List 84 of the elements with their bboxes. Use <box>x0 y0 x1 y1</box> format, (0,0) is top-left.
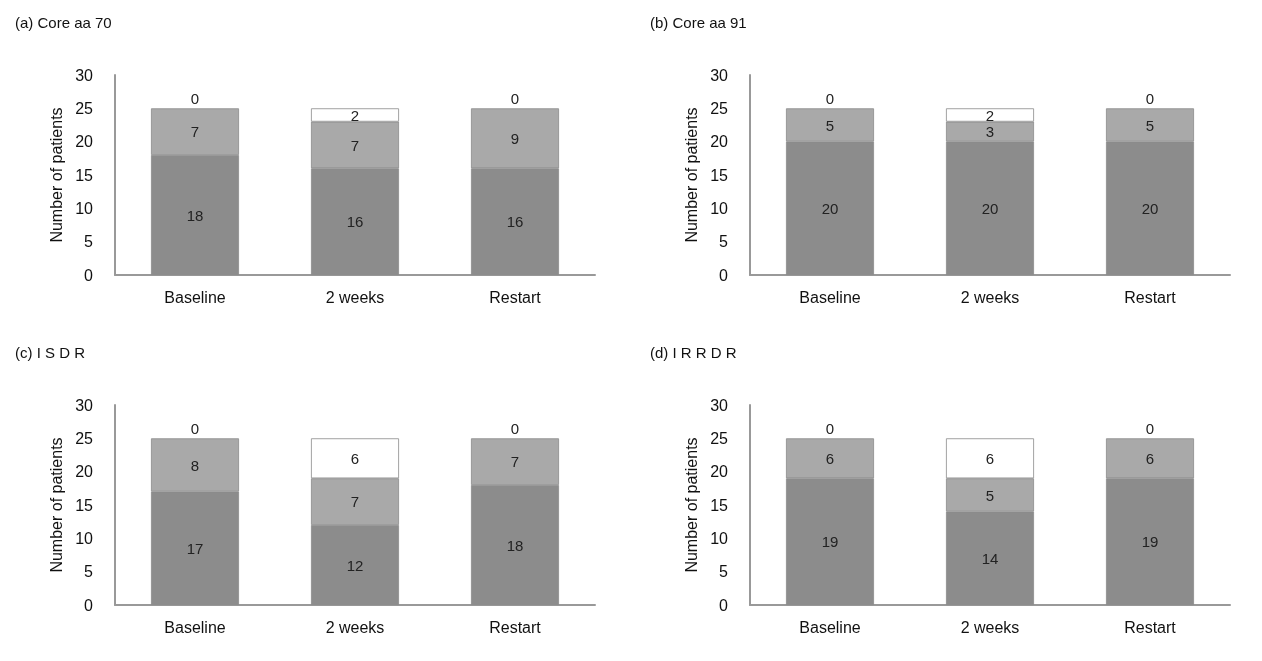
data-label: 6 <box>1145 449 1155 467</box>
x-tick-label: Restart <box>489 618 542 636</box>
data-label: 2 <box>350 106 360 124</box>
data-label: 19 <box>821 533 839 551</box>
y-tick-label: 25 <box>75 99 94 117</box>
data-label: 14 <box>981 549 999 567</box>
data-label: 0 <box>190 90 200 108</box>
data-label: 0 <box>1145 90 1155 108</box>
data-label: 5 <box>985 486 995 504</box>
y-tick-label: 20 <box>75 463 94 481</box>
chart-title: (b) Core aa 91 <box>650 14 747 31</box>
y-tick-label: 10 <box>710 529 729 547</box>
data-label: 18 <box>506 536 524 554</box>
data-label: 8 <box>190 456 200 474</box>
y-tick-label: 5 <box>719 233 729 251</box>
data-label: 0 <box>1145 420 1155 438</box>
x-tick-label: 2 weeks <box>325 618 385 636</box>
data-label: 5 <box>1145 116 1155 134</box>
x-tick-label: Baseline <box>799 618 861 636</box>
data-label: 12 <box>346 556 364 574</box>
data-label: 20 <box>821 199 839 217</box>
data-label: 7 <box>510 453 520 471</box>
y-tick-label: 15 <box>710 496 729 514</box>
chart-title: (a) Core aa 70 <box>15 14 112 31</box>
x-tick-label: 2 weeks <box>325 288 385 306</box>
x-tick-label: Baseline <box>164 288 226 306</box>
y-tick-label: 5 <box>84 563 94 581</box>
y-tick-label: 30 <box>710 396 729 414</box>
y-tick-label: 0 <box>84 596 94 614</box>
data-label: 0 <box>190 420 200 438</box>
y-tick-label: 30 <box>75 396 94 414</box>
data-label: 20 <box>981 199 999 217</box>
data-label: 7 <box>350 136 360 154</box>
y-axis-title: Number of patients <box>682 107 700 243</box>
x-tick-label: 2 weeks <box>960 618 1020 636</box>
y-tick-label: 10 <box>75 529 94 547</box>
y-tick-label: 5 <box>719 563 729 581</box>
y-tick-label: 10 <box>75 199 94 217</box>
x-tick-label: Restart <box>1124 288 1177 306</box>
y-tick-label: 5 <box>84 233 94 251</box>
y-axis-title: Number of patients <box>47 107 65 243</box>
data-label: 0 <box>510 90 520 108</box>
y-tick-label: 25 <box>710 429 729 447</box>
y-tick-label: 0 <box>719 266 729 284</box>
data-label: 18 <box>186 206 204 224</box>
data-label: 0 <box>825 90 835 108</box>
data-label: 7 <box>350 493 360 511</box>
data-label: 9 <box>510 129 520 147</box>
data-label: 16 <box>346 213 364 231</box>
y-tick-label: 20 <box>710 133 729 151</box>
x-tick-label: Restart <box>489 288 542 306</box>
y-axis-title: Number of patients <box>682 437 700 573</box>
data-label: 16 <box>506 213 524 231</box>
data-label: 6 <box>350 449 360 467</box>
data-label: 6 <box>825 449 835 467</box>
y-tick-label: 10 <box>710 199 729 217</box>
y-axis-title: Number of patients <box>47 437 65 573</box>
data-label: 7 <box>190 123 200 141</box>
y-tick-label: 20 <box>710 463 729 481</box>
y-tick-label: 30 <box>710 66 729 84</box>
data-label: 20 <box>1141 199 1159 217</box>
data-label: 19 <box>1141 533 1159 551</box>
x-tick-label: Baseline <box>164 618 226 636</box>
data-label: 6 <box>985 449 995 467</box>
y-tick-label: 30 <box>75 66 94 84</box>
y-tick-label: 15 <box>710 166 729 184</box>
data-label: 0 <box>510 420 520 438</box>
data-label: 3 <box>985 123 995 141</box>
y-tick-label: 25 <box>75 429 94 447</box>
data-label: 17 <box>186 539 204 557</box>
x-tick-label: 2 weeks <box>960 288 1020 306</box>
data-label: 5 <box>825 116 835 134</box>
data-label: 0 <box>825 420 835 438</box>
y-tick-label: 25 <box>710 99 729 117</box>
chart-title: (c) I S D R <box>15 344 86 361</box>
y-tick-label: 15 <box>75 496 94 514</box>
chart-title: (d) I R R D R <box>650 344 737 361</box>
y-tick-label: 0 <box>84 266 94 284</box>
x-tick-label: Baseline <box>799 288 861 306</box>
x-tick-label: Restart <box>1124 618 1177 636</box>
data-label: 2 <box>985 106 995 124</box>
y-tick-label: 20 <box>75 133 94 151</box>
y-tick-label: 15 <box>75 166 94 184</box>
y-tick-label: 0 <box>719 596 729 614</box>
